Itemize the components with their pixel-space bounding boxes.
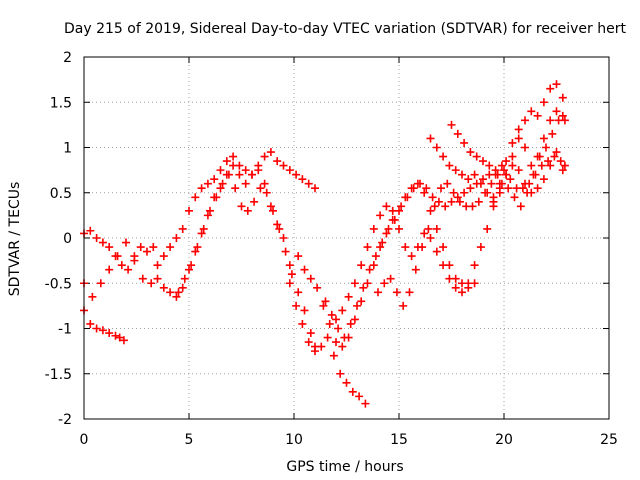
y-tick-label: -1 [58,322,72,338]
y-tick-label: -0.5 [45,276,72,292]
x-tick-label: 5 [185,432,194,448]
chart-title: Day 215 of 2019, Sidereal Day-to-day VTE… [64,21,626,37]
y-axis-label: SDTVAR / TECUs [7,182,23,297]
x-tick-label: 25 [600,432,618,448]
sdtvar-chart: Day 215 of 2019, Sidereal Day-to-day VTE… [0,0,640,480]
x-tick-label: 15 [390,432,408,448]
y-tick-label: 1 [63,141,72,157]
y-tick-label: 0.5 [50,186,72,202]
x-tick-label: 10 [285,432,303,448]
y-tick-label: -1.5 [45,367,72,383]
x-tick-label: 0 [80,432,89,448]
y-tick-label: 1.5 [50,95,72,111]
x-axis-label: GPS time / hours [286,459,403,475]
x-tick-label: 20 [495,432,513,448]
y-tick-label: 0 [63,231,72,247]
y-tick-label: -2 [58,412,72,428]
y-tick-label: 2 [63,50,72,66]
